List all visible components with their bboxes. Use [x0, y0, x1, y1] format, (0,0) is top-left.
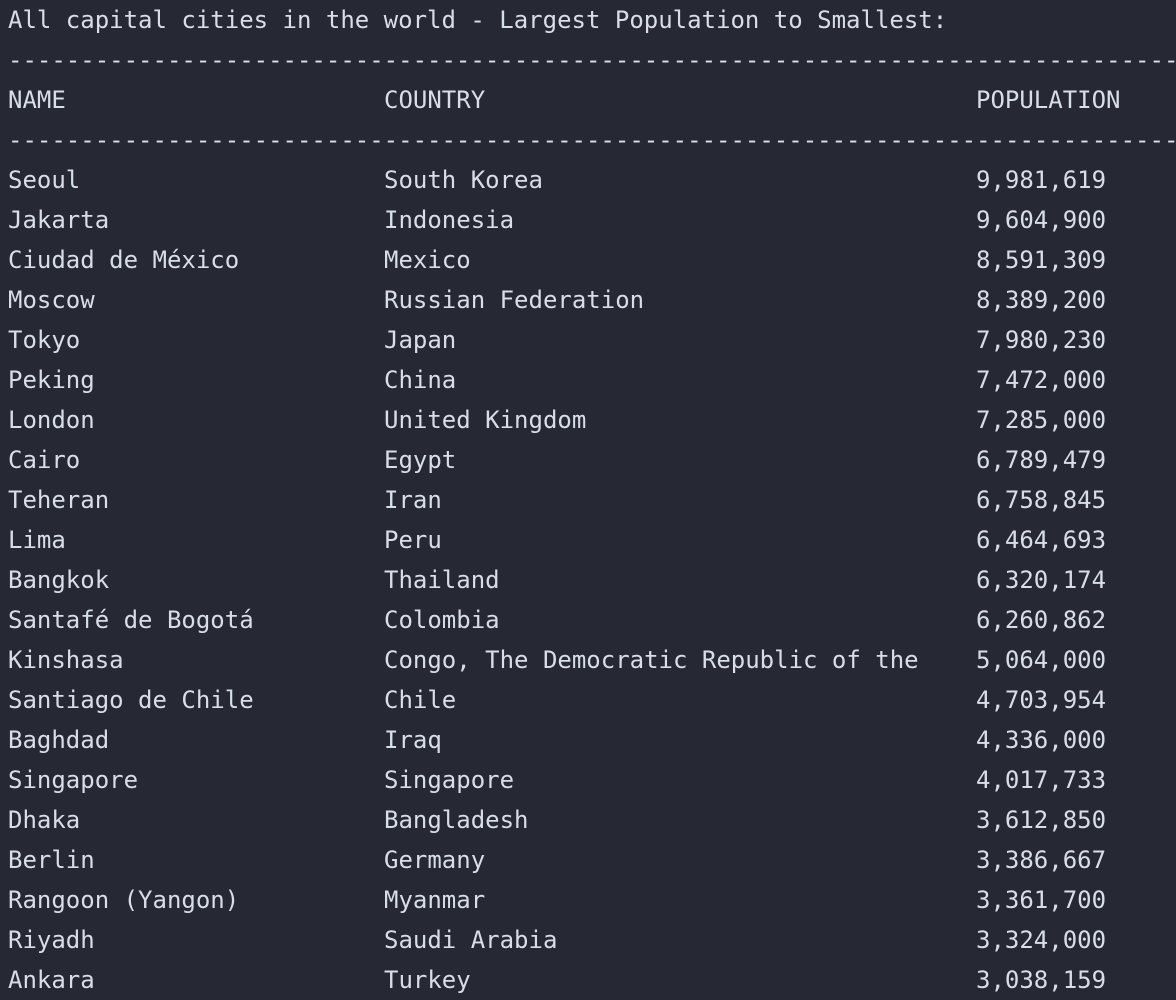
row-name: Bangkok [8, 566, 110, 594]
row-country: South Korea [384, 166, 543, 194]
row-name: Santiago de Chile [8, 686, 254, 714]
table-row: Ankara Turkey 3,038,159 [8, 960, 1168, 1000]
row-population: 6,320,174 [976, 566, 1107, 594]
row-population: 4,336,000 [976, 726, 1107, 754]
divider-bottom: ----------------------------------------… [8, 126, 1176, 154]
row-country: Indonesia [384, 206, 515, 234]
row-name: Berlin [8, 846, 95, 874]
table-row: Peking China 7,472,000 [8, 360, 1168, 400]
row-country: Bangladesh [384, 806, 529, 834]
row-country: Iraq [384, 726, 442, 754]
row-population: 6,758,845 [976, 486, 1107, 514]
table-row: Santafé de Bogotá Colombia 6,260,862 [8, 600, 1168, 640]
row-name: Baghdad [8, 726, 110, 754]
row-population: 6,464,693 [976, 526, 1107, 554]
row-country: Colombia [384, 606, 500, 634]
row-population: 3,038,159 [976, 966, 1107, 994]
row-name: London [8, 406, 95, 434]
row-population: 9,981,619 [976, 166, 1107, 194]
table-row: Jakarta Indonesia 9,604,900 [8, 200, 1168, 240]
table-row: London United Kingdom 7,285,000 [8, 400, 1168, 440]
row-country: Congo, The Democratic Republic of the [384, 646, 919, 674]
row-name: Peking [8, 366, 95, 394]
table-row: Dhaka Bangladesh 3,612,850 [8, 800, 1168, 840]
table-row: Bangkok Thailand 6,320,174 [8, 560, 1168, 600]
row-name: Santafé de Bogotá [8, 606, 254, 634]
row-country: Russian Federation [384, 286, 645, 314]
table-row: Rangoon (Yangon) Myanmar 3,361,700 [8, 880, 1168, 920]
row-name: Teheran [8, 486, 110, 514]
table-row: Berlin Germany 3,386,667 [8, 840, 1168, 880]
output-heading: All capital cities in the world - Larges… [8, 6, 948, 34]
table-row: Cairo Egypt 6,789,479 [8, 440, 1168, 480]
row-population: 8,591,309 [976, 246, 1107, 274]
row-population: 3,386,667 [976, 846, 1107, 874]
table-row: Kinshasa Congo, The Democratic Republic o… [8, 640, 1168, 680]
row-country: Egypt [384, 446, 457, 474]
header-country: COUNTRY [384, 86, 486, 114]
row-population: 4,703,954 [976, 686, 1107, 714]
row-name: Singapore [8, 766, 139, 794]
table-row: Ciudad de México Mexico 8,591,309 [8, 240, 1168, 280]
table-row: Riyadh Saudi Arabia 3,324,000 [8, 920, 1168, 960]
table-row: Santiago de Chile Chile 4,703,954 [8, 680, 1168, 720]
row-country: Thailand [384, 566, 500, 594]
row-population: 8,389,200 [976, 286, 1107, 314]
row-country: Iran [384, 486, 442, 514]
row-country: Mexico [384, 246, 471, 274]
row-name: Lima [8, 526, 66, 554]
header-population: POPULATION [976, 86, 1121, 114]
row-country: United Kingdom [384, 406, 587, 434]
row-population: 7,980,230 [976, 326, 1107, 354]
table-row: Seoul South Korea 9,981,619 [8, 160, 1168, 200]
row-population: 4,017,733 [976, 766, 1107, 794]
row-population: 9,604,900 [976, 206, 1107, 234]
row-name: Kinshasa [8, 646, 124, 674]
row-population: 5,064,000 [976, 646, 1107, 674]
row-population: 6,260,862 [976, 606, 1107, 634]
table-row: Moscow Russian Federation 8,389,200 [8, 280, 1168, 320]
row-country: Myanmar [384, 886, 486, 914]
row-country: Peru [384, 526, 442, 554]
row-name: Seoul [8, 166, 81, 194]
row-name: Ankara [8, 966, 95, 994]
table-row: Teheran Iran 6,758,845 [8, 480, 1168, 520]
row-population: 3,612,850 [976, 806, 1107, 834]
row-country: Japan [384, 326, 457, 354]
row-name: Cairo [8, 446, 81, 474]
row-country: Chile [384, 686, 457, 714]
row-name: Dhaka [8, 806, 81, 834]
row-country: Singapore [384, 766, 515, 794]
row-name: Moscow [8, 286, 95, 314]
table-row: Tokyo Japan 7,980,230 [8, 320, 1168, 360]
table-header-row: NAME COUNTRY POPULATION [8, 80, 1168, 120]
row-population: 3,361,700 [976, 886, 1107, 914]
row-name: Jakarta [8, 206, 110, 234]
table-row: Baghdad Iraq 4,336,000 [8, 720, 1168, 760]
row-population: 7,285,000 [976, 406, 1107, 434]
header-name: NAME [8, 86, 66, 114]
row-country: China [384, 366, 457, 394]
table-row: Singapore Singapore 4,017,733 [8, 760, 1168, 800]
row-name: Rangoon (Yangon) [8, 886, 240, 914]
row-population: 3,324,000 [976, 926, 1107, 954]
row-population: 7,472,000 [976, 366, 1107, 394]
row-name: Tokyo [8, 326, 81, 354]
row-country: Turkey [384, 966, 471, 994]
row-country: Germany [384, 846, 486, 874]
divider-top: ----------------------------------------… [8, 46, 1176, 74]
row-name: Ciudad de México [8, 246, 240, 274]
row-country: Saudi Arabia [384, 926, 558, 954]
row-population: 6,789,479 [976, 446, 1107, 474]
row-name: Riyadh [8, 926, 95, 954]
table-row: Lima Peru 6,464,693 [8, 520, 1168, 560]
